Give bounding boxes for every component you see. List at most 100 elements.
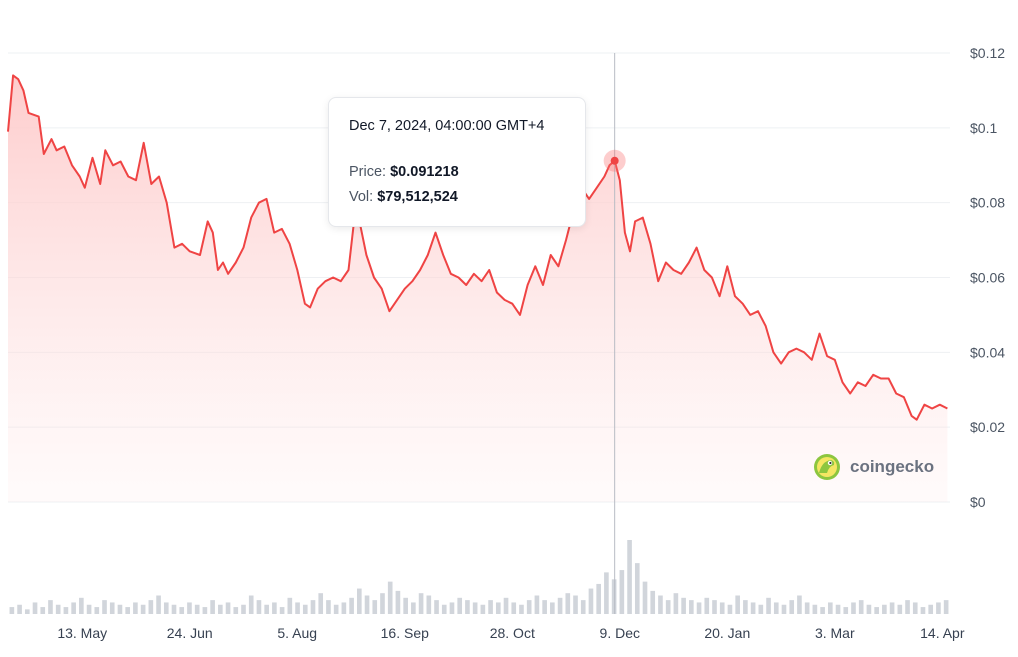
volume-bar bbox=[797, 595, 802, 614]
volume-bar bbox=[851, 602, 856, 614]
volume-bar bbox=[133, 602, 138, 614]
volume-bar bbox=[889, 602, 895, 614]
volume-bar bbox=[426, 595, 432, 614]
y-tick-label: $0.12 bbox=[970, 45, 1005, 61]
volume-bar bbox=[820, 607, 825, 614]
volume-bar bbox=[905, 600, 910, 614]
volume-bar bbox=[287, 597, 293, 614]
volume-bar bbox=[171, 604, 177, 614]
volume-bar bbox=[210, 600, 215, 614]
volume-bar bbox=[102, 600, 107, 614]
volume-bar bbox=[264, 604, 269, 614]
volume-bar bbox=[109, 602, 115, 614]
volume-bar bbox=[588, 588, 594, 614]
volume-bar bbox=[735, 595, 740, 614]
volume-bar bbox=[202, 607, 208, 614]
tooltip-price-label: Price: bbox=[349, 164, 387, 180]
chart-tooltip: Dec 7, 2024, 04:00:00 GMT+4 Price: $0.09… bbox=[328, 97, 586, 227]
volume-bar bbox=[611, 579, 617, 614]
volume-bar bbox=[882, 604, 887, 614]
volume-bar bbox=[519, 604, 524, 614]
volume-bar bbox=[943, 600, 949, 614]
volume-bar bbox=[94, 607, 100, 614]
volume-bar bbox=[472, 602, 478, 614]
volume-bar bbox=[357, 588, 362, 614]
tooltip-price-row: Price: $0.091218 bbox=[349, 164, 585, 180]
x-tick-label: 20. Jan bbox=[704, 625, 750, 641]
volume-bar bbox=[272, 602, 277, 614]
volume-bar bbox=[719, 602, 725, 614]
volume-bar bbox=[248, 595, 254, 614]
volume-bar bbox=[163, 602, 169, 614]
volume-bar bbox=[743, 600, 748, 614]
volume-bar bbox=[387, 581, 393, 614]
volume-bar bbox=[874, 607, 879, 614]
tooltip-price-value: $0.091218 bbox=[390, 164, 459, 180]
volume-bar bbox=[9, 607, 15, 614]
volume-bar bbox=[712, 600, 717, 614]
volume-bar bbox=[326, 600, 331, 614]
volume-bar bbox=[349, 597, 354, 614]
volume-bar bbox=[766, 597, 771, 614]
volume-bar bbox=[218, 604, 223, 614]
volume-bar bbox=[689, 600, 694, 614]
price-line bbox=[7, 74, 948, 421]
volume-bar bbox=[542, 600, 547, 614]
hover-marker bbox=[610, 156, 619, 165]
volume-bar bbox=[457, 597, 463, 614]
tooltip-vol-value: $79,512,524 bbox=[377, 189, 458, 205]
volume-bar bbox=[619, 570, 625, 614]
volume-bar bbox=[727, 604, 733, 614]
tooltip-date: Dec 7, 2024, 04:00:00 GMT+4 bbox=[349, 118, 545, 134]
tooltip-vol-row: Vol: $79,512,524 bbox=[349, 189, 585, 205]
volume-bar bbox=[580, 600, 586, 614]
volume-bar bbox=[596, 583, 601, 614]
volume-bar bbox=[858, 600, 864, 614]
volume-bar bbox=[565, 593, 571, 614]
volume-bar bbox=[24, 609, 30, 614]
volume-bar bbox=[233, 607, 239, 614]
gecko-logo-icon bbox=[814, 454, 840, 480]
x-tick-label: 28. Oct bbox=[490, 625, 535, 641]
volume-bar bbox=[179, 607, 185, 614]
tooltip-vol-label: Vol: bbox=[349, 189, 374, 205]
volume-bar bbox=[117, 604, 123, 614]
y-tick-label: $0.1 bbox=[970, 120, 997, 136]
volume-bar bbox=[32, 602, 38, 614]
volume-bar bbox=[465, 600, 470, 614]
volume-bar bbox=[256, 600, 262, 614]
x-tick-label: 9. Dec bbox=[600, 625, 640, 641]
volume-bar bbox=[187, 602, 192, 614]
volume-bar bbox=[534, 595, 540, 614]
volume-bar bbox=[295, 602, 300, 614]
volume-bar bbox=[573, 595, 578, 614]
volume-bar bbox=[48, 600, 53, 614]
volume-bar bbox=[912, 602, 918, 614]
x-tick-label: 24. Jun bbox=[167, 625, 213, 641]
volume-bar bbox=[71, 602, 76, 614]
volume-bar bbox=[550, 602, 555, 614]
volume-bar bbox=[681, 597, 686, 614]
y-tick-label: $0.08 bbox=[970, 195, 1005, 211]
volume-bar bbox=[488, 600, 493, 614]
volume-bar bbox=[225, 602, 231, 614]
volume-bar bbox=[441, 604, 447, 614]
volume-bar bbox=[634, 563, 640, 614]
x-tick-label: 14. Apr bbox=[920, 625, 965, 641]
volume-bar bbox=[495, 602, 501, 614]
y-tick-label: $0 bbox=[970, 494, 986, 510]
volume-bar bbox=[79, 597, 84, 614]
volume-bar bbox=[604, 572, 609, 614]
volume-bar bbox=[418, 593, 424, 614]
volume-bar bbox=[781, 604, 787, 614]
x-tick-label: 3. Mar bbox=[815, 625, 855, 641]
volume-bar bbox=[704, 597, 710, 614]
volume-bar bbox=[449, 602, 455, 614]
volume-bar bbox=[928, 604, 934, 614]
volume-bar bbox=[279, 607, 285, 614]
volume-bar bbox=[642, 581, 648, 614]
volume-bar bbox=[310, 600, 316, 614]
volume-bar bbox=[835, 604, 841, 614]
volume-bar bbox=[665, 600, 671, 614]
